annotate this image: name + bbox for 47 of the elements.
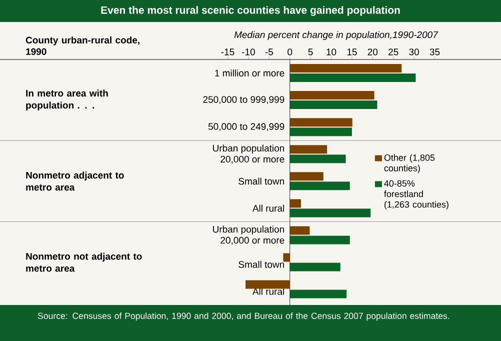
annotation: In metro area with population . . . <box>26 90 108 110</box>
source-note: Source: Censuses of Population, 1990 and 2000, and Bureau of the Census 2007 population estimates. <box>38 312 450 321</box>
y-tick-label: Small town <box>238 260 284 268</box>
bar <box>290 118 352 127</box>
bar <box>290 226 310 235</box>
bar <box>290 74 416 82</box>
chart-title: Even the most rural scenic counties have gained population <box>101 6 400 16</box>
y-axis-title: County urban-rural code, 1990 <box>26 36 140 55</box>
bar <box>283 253 290 262</box>
x-tick-label: -10 <box>242 48 255 56</box>
y-tick-label: Small town <box>238 178 284 185</box>
y-tick-label: All rural <box>252 204 284 212</box>
bar <box>290 154 346 164</box>
bar <box>290 208 371 218</box>
bar <box>290 91 374 100</box>
x-axis-title: Median percent change in population,1990-2007 <box>234 31 438 40</box>
y-tick-label: Urban population 20,000 or more <box>213 226 284 245</box>
bar <box>290 145 328 154</box>
x-tick-label: 30 <box>409 48 419 56</box>
legend-label: 40-85% forestland (1,263 counties) <box>384 180 448 210</box>
y-tick-label: Urban population 20,000 or more <box>213 144 284 164</box>
x-tick-label: 35 <box>430 48 440 56</box>
y-tick-label: 1 million or more <box>215 70 284 77</box>
legend-label: Other (1,805 counties) <box>384 154 435 174</box>
x-tick-label: -15 <box>221 48 234 56</box>
bar <box>290 199 302 208</box>
bar <box>290 100 378 110</box>
bar <box>246 280 290 289</box>
bar <box>290 64 402 73</box>
x-tick-label: 15 <box>347 48 357 56</box>
y-tick-label: All rural <box>252 288 284 295</box>
y-tick-label: 50,000 to 249,999 <box>208 123 284 132</box>
bar <box>290 262 340 272</box>
x-tick-label: 5 <box>308 48 313 56</box>
bar <box>290 236 350 244</box>
x-tick-label: 0 <box>288 48 292 56</box>
x-tick-label: 20 <box>368 48 378 56</box>
annotation: Nonmetro adjacent to metro area <box>26 172 124 191</box>
bar <box>290 290 347 298</box>
annotation: Nonmetro not adjacent to metro area <box>26 252 142 272</box>
bar <box>290 172 324 181</box>
x-tick-label: -5 <box>265 48 273 56</box>
bar <box>290 128 352 136</box>
x-tick-label: 25 <box>388 48 398 56</box>
y-tick-label: 250,000 to 999,999 <box>203 96 284 104</box>
bar <box>290 182 350 190</box>
x-tick-label: 10 <box>326 48 336 56</box>
